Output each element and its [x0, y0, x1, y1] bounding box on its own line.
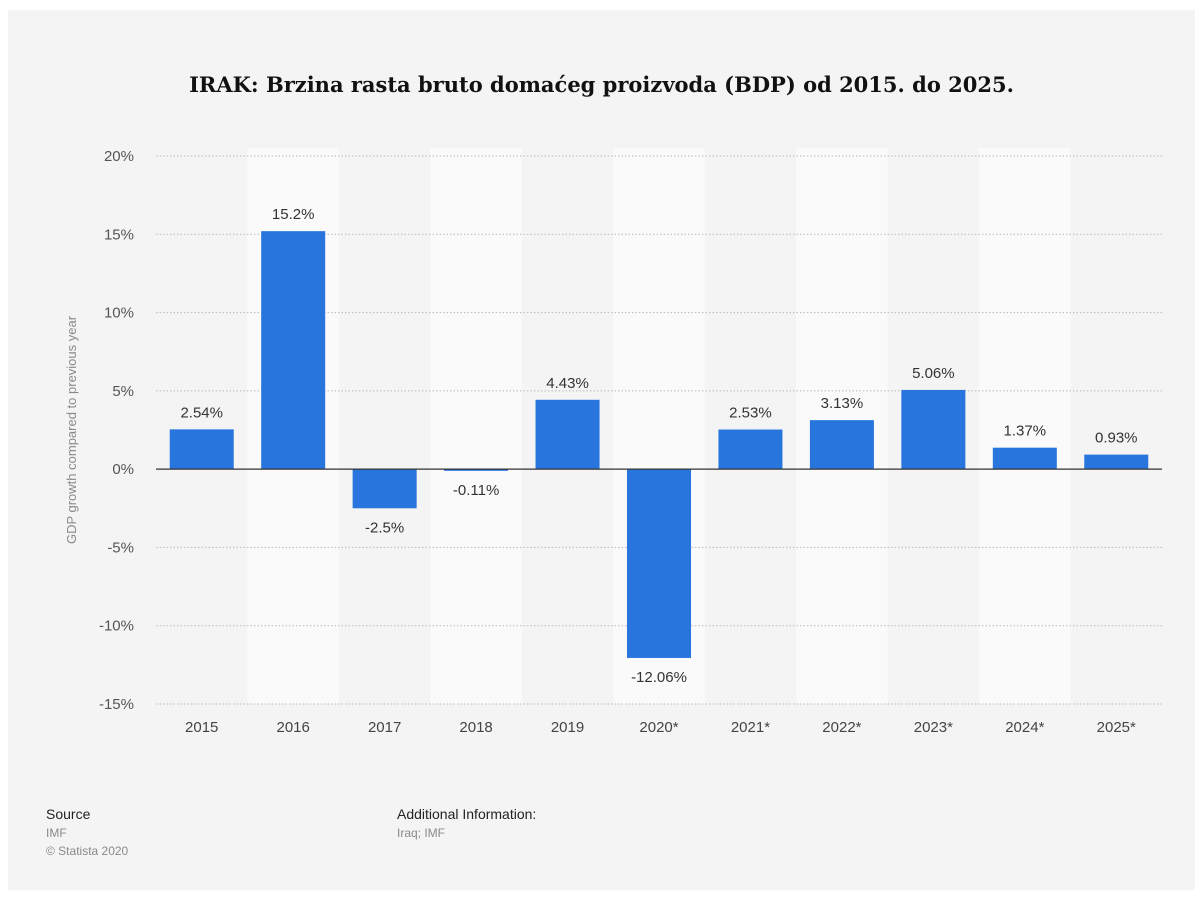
bar	[352, 469, 417, 509]
column-band	[979, 148, 1071, 704]
data-label: 2.53%	[729, 405, 772, 422]
x-tick-label: 2024*	[1005, 719, 1044, 736]
source-label: Source	[46, 806, 91, 822]
x-tick-label: 2015	[185, 719, 218, 736]
bar-chart: 20% 15% 10% 5% 0% -5% -10% -15% GDP growth compa…	[64, 148, 1162, 736]
bar	[169, 429, 234, 470]
source-line-2: © Statista 2020	[46, 844, 129, 858]
data-label: 15.2%	[272, 206, 315, 223]
data-label: 1.37%	[1004, 423, 1047, 440]
x-tick-label: 2021*	[731, 719, 770, 736]
bar	[718, 429, 783, 470]
chart-frame: IRAK: Brzina rasta bruto domaćeg proizvo…	[8, 10, 1195, 890]
bar	[444, 469, 509, 471]
column-band	[430, 148, 522, 704]
y-tick-label: -5%	[107, 539, 134, 556]
x-tick-label: 2020*	[639, 719, 678, 736]
data-label: -0.11%	[453, 482, 499, 499]
x-tick-label: 2019	[551, 719, 584, 736]
y-tick-label: 10%	[104, 305, 134, 322]
x-tick-label: 2022*	[822, 719, 861, 736]
bar	[535, 399, 600, 470]
x-tick-label: 2025*	[1097, 719, 1136, 736]
x-tick-label: 2017	[368, 719, 401, 736]
bar	[1084, 454, 1149, 470]
data-label: 4.43%	[546, 375, 589, 392]
data-label: 5.06%	[912, 365, 955, 382]
data-label: 3.13%	[821, 395, 864, 412]
x-tick-label: 2023*	[914, 719, 953, 736]
data-label: -2.5%	[365, 519, 404, 536]
source-line-1: IMF	[46, 826, 67, 840]
additional-info-line: Iraq; IMF	[397, 826, 446, 840]
data-label: -12.06%	[631, 669, 687, 686]
y-tick-label: -15%	[99, 696, 134, 713]
data-label: 2.54%	[180, 404, 223, 421]
y-tick-label: -10%	[99, 618, 134, 635]
y-tick-label: 0%	[112, 461, 134, 478]
additional-info-label: Additional Information:	[397, 806, 537, 822]
chart-title: IRAK: Brzina rasta bruto domaćeg proizvo…	[189, 72, 1014, 97]
x-tick-label: 2016	[276, 719, 309, 736]
y-tick-label: 5%	[112, 383, 134, 400]
x-tick-label: 2018	[459, 719, 492, 736]
bar	[992, 447, 1057, 470]
y-axis-title: GDP growth compared to previous year	[64, 315, 79, 544]
bar	[261, 231, 326, 470]
data-label: 0.93%	[1095, 430, 1138, 447]
y-tick-label: 20%	[104, 148, 134, 165]
bar	[901, 389, 966, 470]
bar	[809, 420, 874, 470]
y-tick-label: 15%	[104, 226, 134, 243]
bar	[626, 469, 692, 658]
